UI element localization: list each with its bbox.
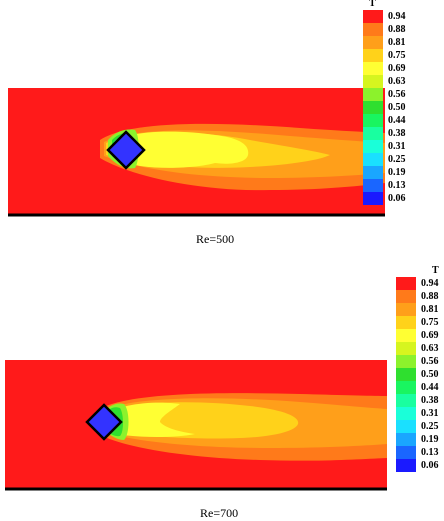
legend-label: 0.56 [388,89,406,100]
caption-re700: Re=700 [200,506,239,520]
legend-swatch [363,179,383,192]
square-cylinder [85,403,123,441]
legend-swatch [396,420,416,433]
legend-label: 0.75 [421,317,439,328]
legend-swatch [363,166,383,179]
square-cylinder [106,130,146,170]
legend-swatch [396,277,416,290]
legend-label: 0.44 [388,115,406,126]
color-legend: T 0.94 0.88 0.81 0.75 0.69 0.63 0.56 0.5… [363,0,444,220]
legend-swatch [363,192,383,205]
temperature-contour-plot [5,360,387,491]
legend-label: 0.25 [421,421,439,432]
legend-swatch [363,10,383,23]
wake-contour-0.69 [108,131,249,168]
legend-label: 0.06 [421,460,439,471]
legend-label: 0.13 [421,447,439,458]
legend-label: 0.88 [388,24,406,35]
legend-label: 0.38 [388,128,406,139]
legend-swatch [396,446,416,459]
legend-swatch [396,329,416,342]
legend-label: 0.50 [421,369,439,380]
legend-swatch [396,407,416,420]
legend-swatch [363,140,383,153]
legend-label: 0.31 [388,141,406,152]
legend-label: 0.50 [388,102,406,113]
legend-title: T [369,0,376,9]
legend-label: 0.06 [388,193,406,204]
legend-swatch [363,49,383,62]
legend-label: 0.25 [388,154,406,165]
legend-swatch [363,23,383,36]
legend-swatch [396,355,416,368]
legend-label: 0.88 [421,291,439,302]
legend-swatch [363,153,383,166]
legend-swatch [396,394,416,407]
legend-label: 0.94 [421,278,439,289]
legend-swatch [363,62,383,75]
contour-panel-re700: T 0.94 0.88 0.81 0.75 0.69 0.63 0.56 0.5… [0,262,444,521]
legend-swatch [363,101,383,114]
legend-label: 0.69 [421,330,439,341]
legend-label: 0.63 [388,76,406,87]
legend-label: 0.19 [388,167,406,178]
legend-label: 0.94 [388,11,406,22]
legend-label: 0.75 [388,50,406,61]
legend-label: 0.56 [421,356,439,367]
legend-label: 0.31 [421,408,439,419]
legend-title: T [432,265,439,276]
legend-label: 0.13 [388,180,406,191]
legend-swatch [363,114,383,127]
color-legend: T 0.94 0.88 0.81 0.75 0.69 0.63 0.56 0.5… [396,262,444,492]
legend-swatch [396,316,416,329]
legend-label: 0.81 [388,37,406,48]
temperature-contour-plot [8,88,385,217]
legend-swatch [363,127,383,140]
legend-swatch [396,303,416,316]
legend-label: 0.81 [421,304,439,315]
legend-swatch [363,75,383,88]
legend-swatch [396,342,416,355]
legend-swatch [396,381,416,394]
legend-swatch [396,290,416,303]
legend-swatch [363,88,383,101]
contour-panel-re500: T 0.94 0.88 0.81 0.75 0.69 0.63 0.56 0.5… [0,0,444,246]
legend-label: 0.19 [421,434,439,445]
legend-label: 0.69 [388,63,406,74]
legend-swatch [396,368,416,381]
legend-swatch [396,433,416,446]
legend-swatch [396,459,416,472]
legend-label: 0.63 [421,343,439,354]
legend-label: 0.44 [421,382,439,393]
legend-swatch [363,36,383,49]
caption-re500: Re=500 [196,232,235,246]
legend-label: 0.38 [421,395,439,406]
